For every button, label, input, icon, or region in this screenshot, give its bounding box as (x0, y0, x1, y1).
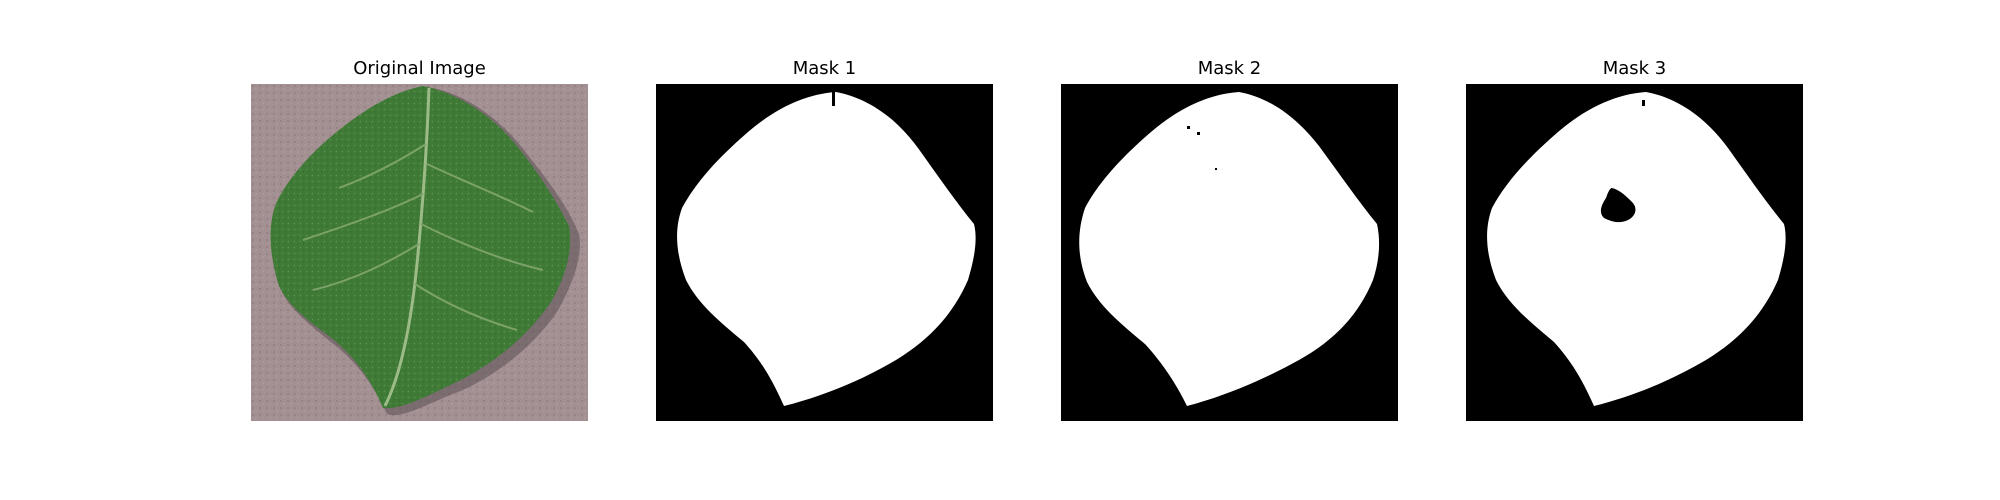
mask-speck (1215, 168, 1217, 170)
mask-hole (1600, 188, 1636, 223)
panel-mask-2: Mask 2 (1061, 0, 1398, 430)
mask-notch (832, 92, 835, 106)
leaf-blade (270, 86, 571, 409)
leaf-vein (426, 163, 534, 213)
panel-mask-3: Mask 3 (1466, 0, 1803, 430)
mask-speck (1197, 132, 1200, 135)
panel-mask-1: Mask 1 (656, 0, 993, 430)
panel-title: Mask 1 (792, 58, 857, 79)
panel-title: Mask 2 (1197, 58, 1262, 79)
mask-2-image (1061, 84, 1398, 421)
mask-region (1079, 92, 1380, 406)
leaf-photo (251, 84, 588, 421)
mask-3-image (1466, 84, 1803, 421)
mask-region (677, 92, 976, 406)
leaf-midrib (383, 87, 431, 407)
mask-notch (1642, 100, 1645, 106)
leaf-vein (338, 143, 427, 189)
mask-region (1487, 92, 1786, 406)
mask-1-image (656, 84, 993, 421)
leaf-vein (414, 283, 518, 331)
panel-title: Mask 3 (1602, 58, 1667, 79)
mask-speck (1187, 126, 1190, 129)
panel-original-image: Original Image (251, 0, 588, 430)
panel-title: Original Image (353, 58, 486, 79)
leaf-vein (420, 223, 544, 271)
leaf-vein (302, 193, 424, 241)
leaf-vein (312, 243, 420, 291)
